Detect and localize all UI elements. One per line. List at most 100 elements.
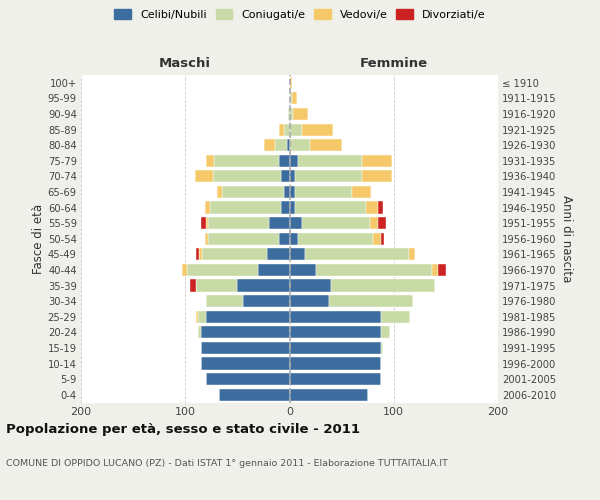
Bar <box>210 202 281 213</box>
Bar <box>290 139 310 151</box>
Bar <box>182 264 187 276</box>
Bar <box>208 232 279 245</box>
Text: Popolazione per età, sesso e stato civile - 2011: Popolazione per età, sesso e stato civil… <box>6 422 360 436</box>
Bar <box>290 280 331 291</box>
Bar <box>269 217 290 229</box>
Bar <box>316 264 433 276</box>
Bar <box>290 170 295 182</box>
Bar <box>201 326 290 338</box>
Bar <box>202 248 266 260</box>
Bar <box>433 264 437 276</box>
Bar <box>290 264 316 276</box>
Bar <box>290 388 368 401</box>
Bar <box>284 124 290 136</box>
Bar <box>302 124 333 136</box>
Bar <box>199 248 202 260</box>
Bar <box>290 248 305 260</box>
Bar <box>258 264 290 276</box>
Bar <box>190 280 196 291</box>
Y-axis label: Anni di nascita: Anni di nascita <box>560 195 572 282</box>
Bar <box>290 76 292 89</box>
Bar <box>370 217 378 229</box>
Bar <box>293 108 308 120</box>
Bar <box>329 295 413 307</box>
Bar <box>305 248 409 260</box>
Bar <box>287 139 290 151</box>
Bar <box>279 124 284 136</box>
Bar <box>265 139 275 151</box>
Bar <box>214 154 279 167</box>
Bar <box>194 170 214 182</box>
Bar <box>409 248 415 260</box>
Text: COMUNE DI OPPIDO LUCANO (PZ) - Dati ISTAT 1° gennaio 2011 - Elaborazione TUTTAIT: COMUNE DI OPPIDO LUCANO (PZ) - Dati ISTA… <box>6 459 448 468</box>
Text: Femmine: Femmine <box>359 57 428 70</box>
Bar <box>362 170 392 182</box>
Bar <box>238 280 290 291</box>
Bar <box>284 186 290 198</box>
Bar <box>290 186 295 198</box>
Bar <box>242 295 290 307</box>
Bar <box>290 154 298 167</box>
Bar <box>290 217 302 229</box>
Bar <box>279 232 290 245</box>
Bar <box>295 202 365 213</box>
Bar <box>290 232 298 245</box>
Bar <box>201 342 290 354</box>
Bar <box>290 358 381 370</box>
Bar <box>201 358 290 370</box>
Bar <box>290 295 329 307</box>
Bar <box>352 186 371 198</box>
Bar <box>381 310 410 323</box>
Bar <box>292 92 297 104</box>
Bar <box>310 139 341 151</box>
Bar <box>198 326 201 338</box>
Bar <box>302 217 370 229</box>
Bar <box>201 217 206 229</box>
Bar <box>331 280 436 291</box>
Legend: Celibi/Nubili, Coniugati/e, Vedovi/e, Divorziati/e: Celibi/Nubili, Coniugati/e, Vedovi/e, Di… <box>111 6 489 23</box>
Bar <box>214 170 281 182</box>
Bar <box>275 139 287 151</box>
Bar <box>381 342 383 354</box>
Bar <box>295 186 352 198</box>
Bar <box>290 124 302 136</box>
Bar <box>290 92 292 104</box>
Bar <box>290 373 381 385</box>
Bar <box>205 232 208 245</box>
Bar <box>206 295 242 307</box>
Bar <box>298 232 373 245</box>
Bar <box>196 248 199 260</box>
Bar <box>196 310 198 323</box>
Bar <box>289 108 290 120</box>
Bar <box>218 388 290 401</box>
Bar <box>206 310 290 323</box>
Bar <box>290 326 381 338</box>
Bar <box>281 170 290 182</box>
Bar <box>378 217 386 229</box>
Bar <box>381 326 389 338</box>
Bar <box>290 310 381 323</box>
Bar <box>217 186 222 198</box>
Y-axis label: Fasce di età: Fasce di età <box>32 204 45 274</box>
Bar <box>298 154 362 167</box>
Bar <box>279 154 290 167</box>
Bar <box>196 280 238 291</box>
Bar <box>290 342 381 354</box>
Bar <box>266 248 290 260</box>
Bar <box>222 186 284 198</box>
Bar <box>187 264 258 276</box>
Bar <box>378 202 383 213</box>
Bar <box>206 154 214 167</box>
Bar <box>206 373 290 385</box>
Bar <box>208 217 269 229</box>
Bar <box>198 310 206 323</box>
Bar <box>362 154 392 167</box>
Bar <box>205 202 210 213</box>
Bar <box>206 217 208 229</box>
Bar <box>365 202 378 213</box>
Bar <box>295 170 362 182</box>
Text: Maschi: Maschi <box>159 57 211 70</box>
Bar <box>281 202 290 213</box>
Bar <box>373 232 381 245</box>
Bar <box>290 108 293 120</box>
